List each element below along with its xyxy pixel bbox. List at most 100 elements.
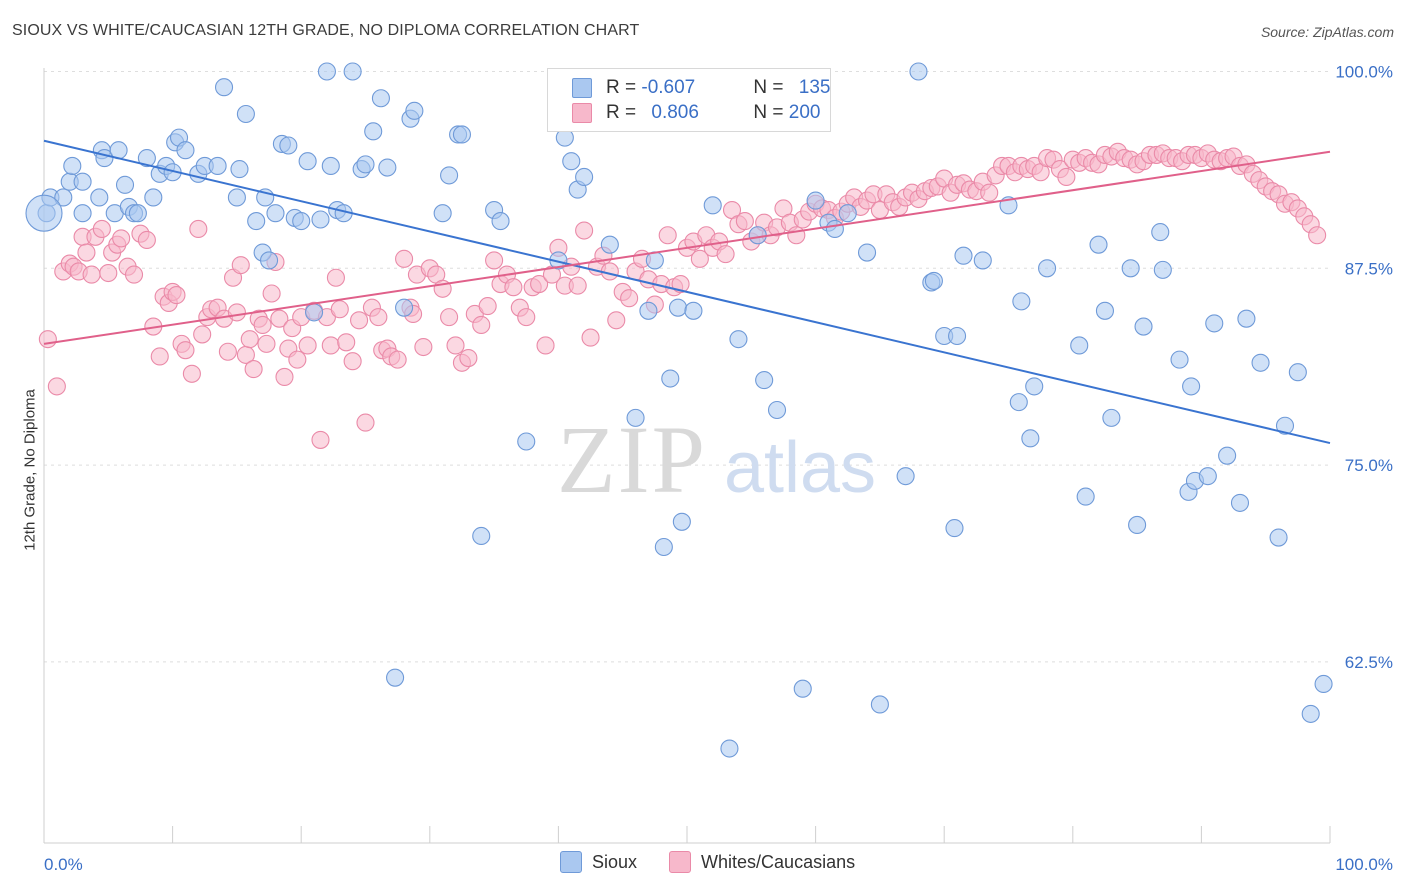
sioux-point: [924, 271, 943, 290]
sioux-point: [748, 226, 767, 245]
whites-point: [326, 268, 345, 287]
whites-point: [1308, 226, 1327, 245]
sioux-point: [1089, 235, 1108, 254]
sioux-point: [137, 149, 156, 168]
sioux-point: [1128, 515, 1147, 534]
sioux-point: [298, 152, 317, 171]
whites-point: [167, 286, 186, 305]
whites-point: [227, 303, 246, 322]
legend-white-n-label: N =: [753, 102, 789, 123]
sioux-point: [1198, 467, 1217, 486]
sioux-point: [433, 204, 452, 223]
whites-point: [150, 347, 169, 366]
sioux-point: [343, 62, 362, 81]
sioux-point: [230, 160, 249, 179]
sioux-point: [1269, 528, 1288, 547]
sioux-point: [128, 204, 147, 223]
sioux-point: [838, 204, 857, 223]
sioux-point: [562, 152, 581, 171]
sioux-point: [317, 62, 336, 81]
whites-point: [440, 308, 459, 327]
whites-point: [504, 278, 523, 297]
sioux-point: [1070, 336, 1089, 355]
sioux-point: [1230, 493, 1250, 512]
sioux-point: [600, 235, 619, 254]
whites-point: [189, 219, 208, 238]
whites-point: [99, 263, 118, 283]
whites-point: [517, 308, 536, 327]
sioux-point: [321, 156, 340, 176]
sioux-point: [909, 62, 928, 81]
whites-point: [275, 367, 294, 386]
sioux-point: [639, 301, 658, 320]
whites-point: [137, 230, 156, 250]
series-whites-points: [38, 142, 1327, 449]
tick-labels: 62.5% 75.0% 87.5% 100.0% 0.0% 100.0%: [44, 62, 1393, 874]
sioux-point: [1038, 259, 1057, 278]
whites-point: [459, 349, 478, 368]
sioux-point: [896, 467, 915, 486]
whites-point: [1057, 167, 1076, 187]
sioux-point: [1102, 408, 1121, 427]
whites-point: [690, 249, 709, 268]
sioux-point: [214, 78, 234, 97]
whites-point: [193, 325, 212, 344]
x-tick-label-max: 100.0%: [1335, 855, 1393, 874]
sioux-point: [1151, 223, 1170, 242]
sioux-point: [1288, 363, 1307, 382]
whites-point: [92, 219, 111, 238]
whites-point: [257, 334, 276, 353]
whites-point: [112, 229, 131, 248]
sioux-point: [720, 739, 739, 758]
whites-point: [485, 251, 504, 270]
sioux-point: [1021, 429, 1040, 448]
legend-sioux-r-value: -0.607: [641, 77, 696, 98]
sioux-point: [767, 400, 787, 420]
sioux-point: [395, 298, 414, 317]
sioux-point: [517, 432, 536, 451]
chart-title: SIOUX VS WHITE/CAUCASIAN 12TH GRADE, NO …: [12, 22, 640, 39]
sioux-point: [1251, 353, 1270, 372]
whites-point: [77, 243, 96, 262]
sioux-point: [626, 408, 645, 427]
sioux-point: [292, 212, 311, 231]
whites-point: [671, 274, 690, 294]
whites-point: [124, 265, 144, 284]
whites-point: [620, 289, 639, 308]
whites-point: [270, 309, 289, 328]
sioux-point: [364, 122, 383, 141]
whites-point: [787, 226, 806, 245]
sioux-point: [857, 243, 877, 262]
sioux-point: [1237, 309, 1256, 328]
sioux-point: [73, 172, 92, 191]
sioux-point: [90, 188, 109, 207]
sioux-point: [661, 369, 680, 388]
sioux-point: [405, 101, 424, 120]
whites-point: [311, 430, 330, 449]
sioux-point: [703, 196, 722, 215]
sioux-point: [227, 188, 246, 207]
whites-point: [568, 276, 587, 295]
whites-point: [47, 377, 66, 396]
whites-point: [298, 336, 317, 355]
legend-row-white: R = 0.806 N = 200: [572, 101, 820, 125]
sioux-point: [575, 167, 594, 187]
whites-point: [607, 311, 626, 330]
sioux-point: [54, 188, 73, 207]
y-tick-label: 62.5%: [1345, 653, 1393, 672]
sioux-point: [668, 298, 688, 317]
bottom-legend-label-sioux: Sioux: [592, 851, 638, 872]
legend-row-sioux: R = -0.607 N = 135: [572, 76, 830, 100]
whites-point: [369, 308, 388, 327]
y-tick-label: 75.0%: [1345, 456, 1393, 475]
y-tick-label: 100.0%: [1335, 62, 1393, 81]
sioux-point: [311, 210, 330, 229]
source-label: Source: ZipAtlas.com: [1260, 24, 1394, 40]
whites-point: [176, 341, 195, 360]
legend-sioux-r-label: R =: [606, 77, 642, 98]
sioux-point: [654, 537, 673, 557]
whites-point: [244, 360, 263, 379]
sioux-point: [672, 512, 691, 531]
sioux-trend-line: [43, 139, 1331, 445]
legend-swatch-sioux: [572, 78, 592, 98]
